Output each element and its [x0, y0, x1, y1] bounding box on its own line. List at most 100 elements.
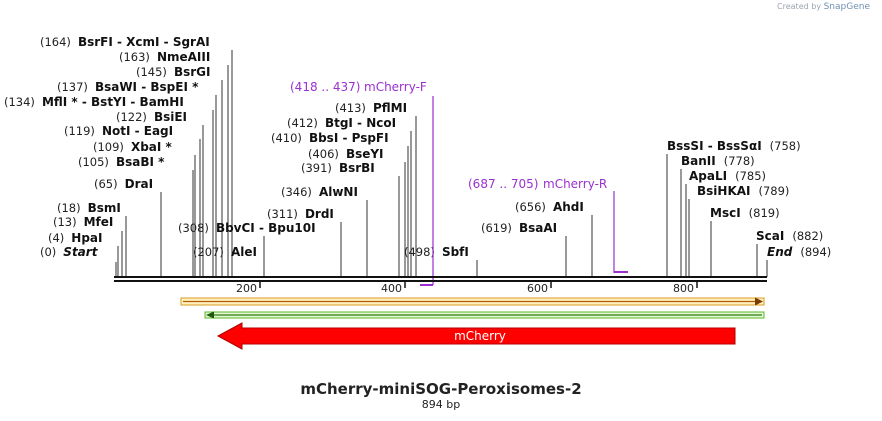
site-name: ApaLI: [689, 169, 727, 183]
site-name: BsiHKAI: [697, 184, 751, 198]
site-name: BsiEI: [154, 110, 187, 124]
site-position: (498): [404, 245, 435, 259]
site-name: AlwNI: [319, 185, 358, 199]
site-end[interactable]: End (894): [767, 245, 831, 259]
site-labels: (0) Start(4) HpaI(13) MfeI(18) BsmI(65) DraI(…: [4, 35, 831, 259]
primer-name: mCherry-R: [543, 177, 607, 191]
site-msci[interactable]: MscI (819): [710, 206, 780, 220]
site-position: (65): [94, 177, 118, 191]
site-sbfi[interactable]: (498) SbfI: [404, 245, 469, 259]
site-name: HpaI: [71, 231, 102, 245]
ruler-tick-600: 600: [527, 281, 552, 295]
site-name: Start: [63, 245, 98, 259]
site-start[interactable]: (0) Start: [40, 245, 99, 259]
site-name: AhdI: [553, 200, 584, 214]
site-name: BsaWI - BspEI *: [95, 80, 199, 94]
primer-range: (687 .. 705): [468, 177, 538, 191]
site-bbvci[interactable]: (308) BbvCI - Bpu10I: [178, 221, 316, 235]
site-banii[interactable]: BanII (778): [681, 154, 755, 168]
site-nmeaiii[interactable]: (163) NmeAIII: [119, 50, 210, 64]
site-name: MscI: [710, 206, 741, 220]
site-bsrfi[interactable]: (164) BsrFI - XcmI - SgrAI: [40, 35, 210, 49]
site-bsiei[interactable]: (122) BsiEI: [116, 110, 187, 124]
site-position: (109): [93, 140, 124, 154]
site-name: MfeI: [84, 215, 114, 229]
site-bsssi[interactable]: BssSI - BssSαI (758): [667, 139, 801, 153]
site-name: PflMI: [373, 101, 407, 115]
site-bsrgi[interactable]: (145) BsrGI: [136, 65, 210, 79]
credit-prefix: Created by: [777, 2, 822, 11]
site-btgi[interactable]: (412) BtgI - NcoI: [287, 116, 396, 130]
site-alei[interactable]: (207) AleI: [193, 245, 257, 259]
site-apali[interactable]: ApaLI (785): [689, 169, 766, 183]
site-name: BsrGI: [174, 65, 211, 79]
site-position: (882): [792, 229, 823, 243]
site-mfei[interactable]: (13) MfeI: [53, 215, 113, 229]
primer-mcherry-r[interactable]: (687 .. 705) mCherry-R: [468, 177, 628, 273]
site-bseyi[interactable]: (406) BseYI: [308, 147, 384, 161]
site-bsawi[interactable]: (137) BsaWI - BspEI *: [57, 80, 199, 94]
dna-backbone[interactable]: [114, 276, 767, 282]
site-position: (819): [749, 206, 780, 220]
site-position: (105): [78, 155, 109, 169]
site-name: XbaI *: [131, 140, 173, 154]
site-position: (778): [724, 154, 755, 168]
site-bbsi[interactable]: (410) BbsI - PspFI: [271, 131, 389, 145]
snapgene-logo: SnapGene: [823, 2, 870, 12]
site-xbai[interactable]: (109) XbaI *: [93, 140, 173, 154]
site-bsihkai[interactable]: BsiHKAI (789): [697, 184, 789, 198]
tick-label: 600: [527, 282, 548, 295]
site-position: (656): [515, 200, 546, 214]
site-name: BsaBI *: [116, 155, 165, 169]
site-bsmi[interactable]: (18) BsmI: [57, 201, 121, 215]
site-name: End: [767, 245, 793, 259]
site-name: NmeAIII: [157, 50, 210, 64]
site-name: BsaAI: [519, 221, 557, 235]
site-position: (785): [735, 169, 766, 183]
site-position: (413): [335, 101, 366, 115]
site-name: BsrFI - XcmI - SgrAI: [78, 35, 210, 49]
site-position: (412): [287, 116, 318, 130]
site-mfli[interactable]: (134) MflI * - BstYI - BamHI: [4, 95, 184, 109]
site-name: BtgI - NcoI: [325, 116, 396, 130]
primer-name: mCherry-F: [364, 80, 427, 94]
site-position: (758): [770, 139, 801, 153]
site-name: SbfI: [442, 245, 469, 259]
site-position: (137): [57, 80, 88, 94]
site-pflmi[interactable]: (413) PflMI: [335, 101, 407, 115]
site-name: AleI: [231, 245, 257, 259]
snapgene-credit: Created by SnapGene: [777, 2, 870, 12]
site-scai[interactable]: ScaI (882): [756, 229, 823, 243]
ruler-tick-800: 800: [673, 281, 698, 295]
site-bsabi[interactable]: (105) BsaBI *: [78, 155, 165, 169]
site-name: BbsI - PspFI: [309, 131, 389, 145]
site-bsaai[interactable]: (619) BsaAI: [481, 221, 557, 235]
site-position: (163): [119, 50, 150, 64]
site-name: DraI: [125, 177, 153, 191]
tick-label: 800: [673, 282, 694, 295]
site-name: MflI * - BstYI - BamHI: [42, 95, 184, 109]
site-hpai[interactable]: (4) HpaI: [48, 231, 103, 245]
site-drdi[interactable]: (311) DrdI: [267, 207, 334, 221]
site-ahdi[interactable]: (656) AhdI: [515, 200, 584, 214]
primer-mcherry-f[interactable]: (418 .. 437) mCherry-F: [290, 80, 434, 286]
site-name: BbvCI - Bpu10I: [216, 221, 316, 235]
site-drai[interactable]: (65) DraI: [94, 177, 153, 191]
site-position: (145): [136, 65, 167, 79]
site-position: (13): [53, 215, 77, 229]
site-bsrbi[interactable]: (391) BsrBI: [301, 161, 375, 175]
site-position: (410): [271, 131, 302, 145]
site-position: (119): [64, 124, 95, 138]
site-position: (134): [4, 95, 35, 109]
site-name: NotI - EagI: [102, 124, 173, 138]
feature-mcherry[interactable]: mCherry: [216, 322, 736, 350]
site-noti[interactable]: (119) NotI - EagI: [64, 124, 173, 138]
site-position: (308): [178, 221, 209, 235]
site-name: BsmI: [88, 201, 121, 215]
site-alwni[interactable]: (346) AlwNI: [281, 185, 358, 199]
site-position: (311): [267, 207, 298, 221]
orange-feature-bar[interactable]: [180, 297, 765, 306]
tick-label: 400: [381, 282, 402, 295]
green-feature-bar[interactable]: [204, 311, 765, 319]
